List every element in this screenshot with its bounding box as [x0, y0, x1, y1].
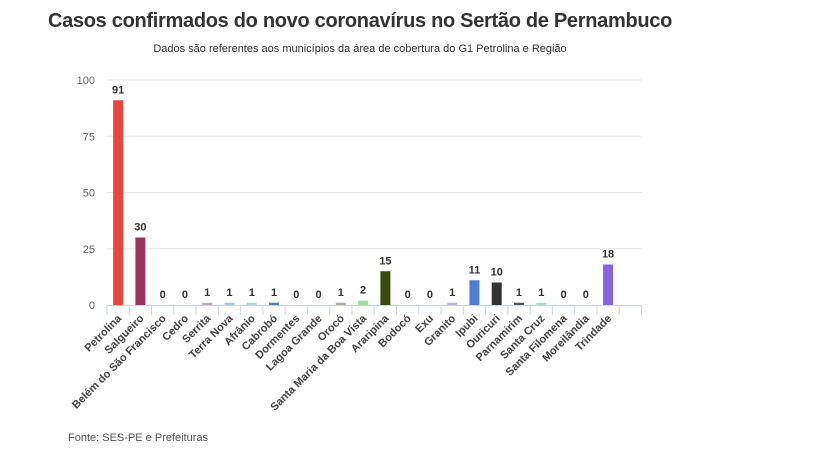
bar-serrita	[202, 302, 213, 305]
bar-afrânio	[246, 302, 257, 305]
data-label: 1	[204, 287, 210, 299]
bar-parnamirim	[513, 302, 524, 305]
source-note: Fonte: SES-PE e Prefeituras	[68, 432, 209, 444]
data-label: 0	[560, 289, 566, 301]
data-label: 0	[316, 289, 322, 301]
y-tick-label: 100	[77, 75, 95, 87]
data-label: 1	[338, 287, 344, 299]
bar-araripina	[380, 271, 391, 305]
data-label: 1	[226, 287, 232, 299]
y-tick-label: 75	[83, 131, 95, 143]
data-label: 15	[379, 255, 391, 267]
data-label: 0	[182, 289, 188, 301]
data-label: 1	[449, 287, 455, 299]
data-label: 0	[405, 289, 411, 301]
data-label: 18	[602, 249, 614, 261]
bar-trindade	[603, 264, 614, 305]
y-tick-label: 0	[89, 300, 95, 312]
data-label: 0	[293, 289, 299, 301]
data-label: 2	[360, 285, 366, 297]
bar-santa-cruz	[536, 302, 547, 305]
bar-terra-nova	[224, 302, 235, 305]
bar-salgueiro	[135, 237, 146, 305]
data-label: 11	[469, 264, 481, 276]
bar-petrolina	[113, 100, 124, 305]
y-tick-label: 50	[83, 188, 95, 200]
bar-cabrobó	[269, 302, 280, 305]
y-tick-label: 25	[83, 244, 95, 256]
chart-title: Casos confirmados do novo coronavírus no…	[47, 10, 673, 32]
x-tick-label: Belém do São Francisco	[70, 312, 169, 411]
chart-subtitle: Dados são referentes aos municípios da á…	[153, 43, 567, 55]
data-label: 1	[249, 287, 255, 299]
data-label: 91	[112, 84, 124, 96]
bar-orocó	[335, 302, 346, 305]
bar-santa-maria-da-boa-vista	[358, 300, 369, 305]
data-label: 30	[134, 222, 146, 234]
data-label: 0	[427, 289, 433, 301]
bar-ipubi	[469, 280, 480, 305]
data-label: 0	[160, 289, 166, 301]
data-label: 1	[538, 287, 544, 299]
bar-ouricuri	[491, 282, 502, 305]
data-label: 10	[491, 267, 503, 279]
data-label: 1	[271, 287, 277, 299]
data-label: 0	[583, 289, 589, 301]
data-label: 1	[516, 287, 522, 299]
bar-granito	[447, 302, 458, 305]
